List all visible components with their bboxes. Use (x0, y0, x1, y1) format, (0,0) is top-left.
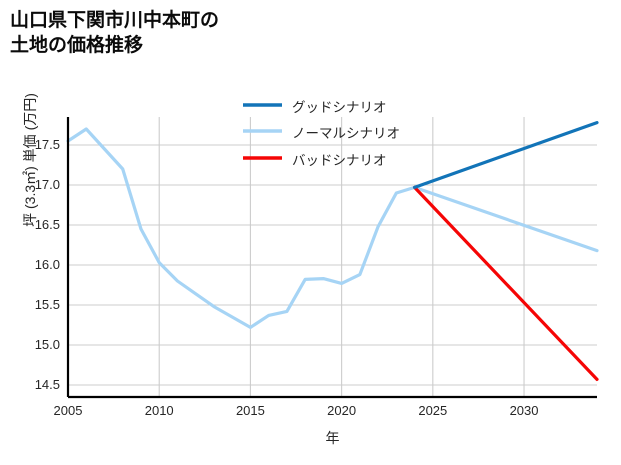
legend-label-bad: バッドシナリオ (292, 153, 387, 168)
data-series-group (66, 120, 599, 381)
legend-label-normal: ノーマルシナリオ (292, 126, 400, 141)
x-tick-label: 2005 (53, 403, 83, 418)
y-tick-label: 15.5 (34, 297, 60, 312)
y-tick-label: 17.5 (34, 137, 60, 152)
y-tick-label: 16.0 (34, 257, 60, 272)
x-tick-label: 2015 (235, 403, 265, 418)
y-tick-label: 15.0 (34, 337, 60, 352)
axis-spines (66, 117, 597, 399)
series-line-bad (412, 185, 599, 381)
legend-label-good: グッドシナリオ (292, 100, 387, 115)
x-tick-label: 2020 (327, 403, 357, 418)
y-tick-label: 16.5 (34, 217, 60, 232)
y-tick-label: 14.5 (34, 377, 60, 392)
x-tick-label: 2030 (509, 403, 539, 418)
legend-swatches (243, 103, 282, 160)
x-axis-title: 年 (325, 430, 340, 446)
x-tick-label: 2010 (144, 403, 174, 418)
y-axis-title: 坪 (3.3㎡) 単価 (万円) (22, 93, 38, 227)
series-line-good (412, 120, 599, 189)
series-line-normal (66, 127, 599, 329)
chart-title: 山口県下関市川中本町の 土地の価格推移 (10, 10, 220, 56)
y-tick-label: 17.0 (34, 177, 60, 192)
x-tick-label: 2025 (418, 403, 448, 418)
